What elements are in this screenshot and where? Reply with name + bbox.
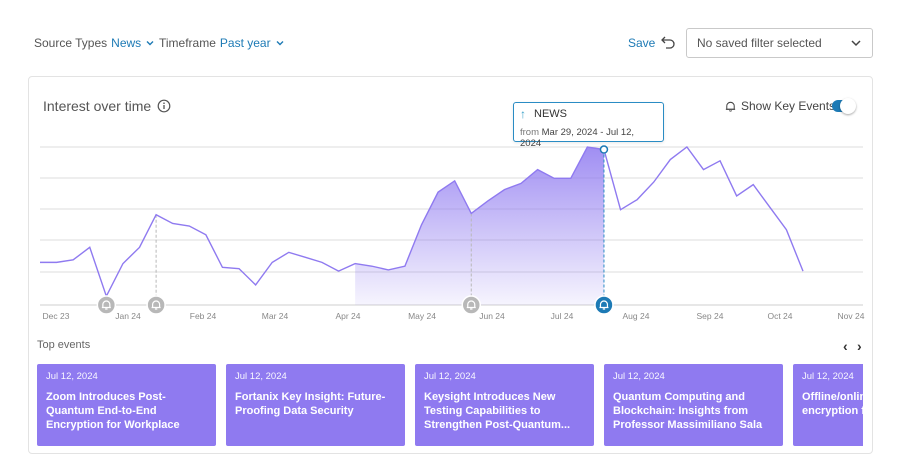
bell-icon (599, 300, 609, 310)
event-title: Offline/online searchable encryption fro… (802, 391, 863, 417)
event-title: Fortanix Key Insight: Future-Proofing Da… (235, 391, 386, 417)
show-key-events-toggle[interactable] (832, 98, 856, 114)
saved-filter-value: No saved filter selected (697, 36, 822, 50)
event-title: Quantum Computing and Blockchain: Insigh… (613, 391, 763, 431)
x-tick-label: Aug 24 (623, 311, 650, 321)
event-date: Jul 12, 2024 (424, 371, 476, 382)
x-tick-label: Sep 24 (697, 311, 724, 321)
event-date: Jul 12, 2024 (613, 371, 665, 382)
bell-icon (151, 300, 161, 310)
top-events-carousel: Jul 12, 2024 Zoom Introduces Post-Quantum… (37, 364, 863, 446)
bell-icon (101, 300, 111, 310)
info-icon[interactable] (157, 99, 171, 113)
tooltip-label: NEWS (534, 108, 567, 120)
event-date: Jul 12, 2024 (46, 371, 98, 382)
event-date: Jul 12, 2024 (235, 371, 287, 382)
series-line-news[interactable] (40, 146, 804, 299)
x-tick-label: Nov 24 (838, 311, 865, 321)
source-types-label: Source Types (34, 36, 108, 50)
x-tick-label: Dec 23 (43, 311, 70, 321)
source-types-filter[interactable]: Source Types News (34, 36, 155, 50)
event-card[interactable]: Jul 12, 2024 Fortanix Key Insight: Future… (226, 364, 405, 446)
show-key-events-label: Show Key Events (741, 99, 836, 113)
chevron-left-icon[interactable]: ‹ (843, 338, 848, 354)
event-card[interactable]: Jul 12, 2024 Offline/online searchable en… (793, 364, 863, 446)
save-button[interactable]: Save (628, 36, 656, 50)
x-tick-label: Apr 24 (335, 311, 360, 321)
chevron-right-icon[interactable]: › (857, 338, 862, 354)
highlight-point[interactable] (599, 145, 609, 154)
highlight-area (355, 147, 604, 305)
x-tick-label: Oct 24 (767, 311, 792, 321)
top-events-label: Top events (37, 339, 91, 351)
chart-title: Interest over time (43, 98, 171, 114)
key-event-bell-icon[interactable] (96, 295, 117, 315)
x-tick-label: Feb 24 (190, 311, 217, 321)
event-card[interactable]: Jul 12, 2024 Zoom Introduces Post-Quantum… (37, 364, 216, 446)
key-event-bell-icon[interactable] (146, 295, 166, 315)
toggle-knob (840, 98, 856, 114)
tooltip-range: Mar 29, 2024 - Jul 12, 2024 (520, 127, 635, 149)
x-tick-label: Jul 24 (551, 311, 574, 321)
key-event-bell-icon[interactable] (461, 295, 482, 315)
event-title: Keysight Introduces New Testing Capabili… (424, 391, 571, 431)
source-types-value: News (111, 36, 142, 50)
timeframe-filter[interactable]: Timeframe Past year (159, 36, 285, 50)
event-title: Zoom Introduces Post-Quantum End-to-End … (46, 391, 180, 431)
chart-title-text: Interest over time (43, 98, 152, 114)
event-card[interactable]: Jul 12, 2024 Keysight Introduces New Test… (415, 364, 594, 446)
tooltip-from-label: from (520, 127, 539, 138)
undo-icon[interactable] (660, 34, 676, 50)
event-date: Jul 12, 2024 (802, 371, 854, 382)
chart-tooltip: ↑ NEWS from Mar 29, 2024 - Jul 12, 2024 (513, 102, 664, 149)
x-tick-label: Jan 24 (115, 311, 141, 321)
chevron-down-icon (851, 40, 861, 47)
saved-filter-select[interactable]: No saved filter selected (686, 28, 873, 58)
chevron-down-icon (276, 41, 284, 46)
x-tick-label: May 24 (408, 311, 436, 321)
arrow-up-icon: ↑ (520, 107, 526, 121)
filter-bar: Source Types News Timeframe Past year Sa… (0, 0, 900, 80)
bell-icon (725, 101, 736, 112)
bell-icon (466, 300, 476, 310)
timeframe-label: Timeframe (159, 36, 216, 50)
x-tick-label: Mar 24 (262, 311, 289, 321)
show-key-events: Show Key Events (724, 99, 835, 113)
chevron-down-icon (146, 41, 154, 46)
key-event-bell-icon[interactable] (594, 295, 614, 315)
event-card[interactable]: Jul 12, 2024 Quantum Computing and Blockc… (604, 364, 783, 446)
timeframe-value: Past year (219, 36, 271, 50)
x-tick-label: Jun 24 (479, 311, 505, 321)
interest-chart[interactable]: Dec 23 Jan 24 Feb 24 Mar 24 Apr 24 May 24 Jun … (0, 0, 900, 330)
